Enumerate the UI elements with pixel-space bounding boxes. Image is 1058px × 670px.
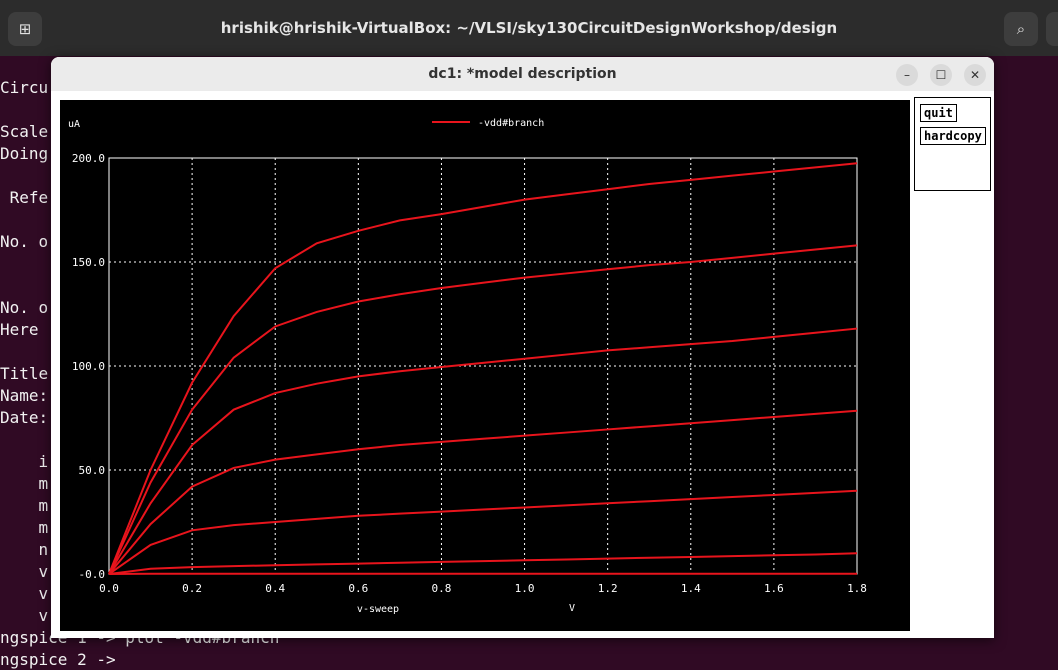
terminal-line: v	[0, 562, 49, 581]
terminal-line: Circu	[0, 78, 49, 97]
x-axis-unit: V	[569, 603, 575, 614]
plot-side-panel: quit hardcopy	[914, 97, 991, 191]
terminal-header: ⊞ hrishik@hrishik-VirtualBox: ~/VLSI/sky…	[0, 0, 1058, 56]
series-line-6	[108, 162, 858, 575]
y-tick-label: -0.0	[79, 568, 106, 581]
minimize-icon[interactable]: –	[896, 64, 918, 86]
series-line-4	[108, 327, 858, 575]
terminal-line: m	[0, 474, 49, 493]
x-tick-label: 1.6	[764, 582, 784, 595]
new-tab-icon[interactable]: ⊞	[8, 12, 42, 46]
terminal-line: Name:	[0, 386, 49, 405]
y-axis-label: uA	[68, 119, 80, 130]
plot-window: dc1: *model description – ☐ ✕ 0.0 0.2 0.4 0…	[51, 57, 994, 638]
terminal-line: Refe	[0, 188, 49, 207]
terminal-title: hrishik@hrishik-VirtualBox: ~/VLSI/sky13…	[220, 19, 838, 37]
maximize-icon[interactable]: ☐	[930, 64, 952, 86]
terminal-line: v	[0, 606, 49, 625]
quit-button[interactable]: quit	[920, 104, 957, 122]
x-tick-label: 1.0	[515, 582, 535, 595]
series-line-3	[108, 409, 858, 575]
x-tick-label: 0.4	[265, 582, 285, 595]
terminal-line: No. o	[0, 232, 49, 251]
x-tick-label: 0.6	[348, 582, 368, 595]
y-tick-label: 100.0	[72, 360, 105, 373]
terminal-line: No. o	[0, 298, 49, 317]
y-tick-label: 200.0	[72, 152, 105, 165]
series-line-2	[108, 489, 858, 575]
x-axis-label: v-sweep	[357, 604, 399, 615]
hardcopy-button[interactable]: hardcopy	[920, 127, 986, 145]
x-tick-label: 1.8	[847, 582, 867, 595]
terminal-line: v	[0, 584, 49, 603]
plot-window-titlebar: dc1: *model description – ☐ ✕	[51, 57, 994, 91]
y-tick-label: 50.0	[79, 464, 106, 477]
series-line-1	[108, 552, 858, 575]
x-tick-label: 0.8	[432, 582, 452, 595]
terminal-line: i	[0, 452, 49, 471]
plot-svg: 0.0 0.2 0.4 0.6 0.8 1.0 1.2 1.4 1.6 1.8 -0.0 50.0 10…	[68, 118, 867, 615]
x-tick-label: 1.4	[681, 582, 701, 595]
terminal-line: Title	[0, 364, 49, 383]
terminal-line: Here	[0, 320, 39, 339]
x-tick-label: 0.2	[182, 582, 202, 595]
terminal-line: Scale	[0, 122, 49, 141]
close-icon[interactable]: ✕	[964, 64, 986, 86]
series-line-5	[108, 244, 858, 575]
menu-icon[interactable]	[1046, 12, 1058, 46]
terminal-line: Date:	[0, 408, 49, 427]
terminal-line: Doing	[0, 144, 49, 163]
plot-window-title: dc1: *model description	[428, 66, 617, 82]
search-icon[interactable]: ⌕	[1004, 12, 1038, 46]
plot-canvas: 0.0 0.2 0.4 0.6 0.8 1.0 1.2 1.4 1.6 1.8 -0.0 50.0 10…	[60, 100, 910, 631]
terminal-line: n	[0, 540, 49, 559]
x-tick-label: 1.2	[598, 582, 618, 595]
terminal-line: m	[0, 496, 49, 515]
legend-label: -vdd#branch	[478, 118, 544, 129]
terminal-line: ngspice 2 ->	[0, 650, 116, 669]
x-tick-label: 0.0	[99, 582, 119, 595]
y-tick-label: 150.0	[72, 256, 105, 269]
terminal-line: m	[0, 518, 49, 537]
